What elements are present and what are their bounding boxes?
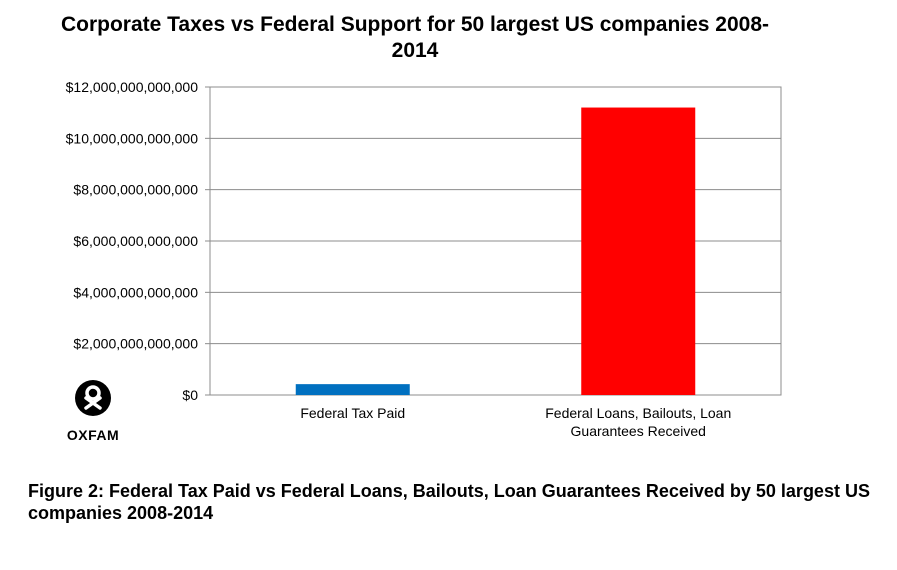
y-tick-label: $2,000,000,000,000: [73, 336, 198, 352]
bar: [295, 384, 410, 395]
bar: [581, 107, 696, 396]
x-tick-label: Federal Loans, Bailouts, Loan Guarantees …: [545, 405, 731, 439]
chart-title: Corporate Taxes vs Federal Support for 5…: [60, 13, 770, 62]
gridlines: [210, 86, 781, 396]
y-tick-label: $0: [182, 387, 198, 403]
x-axis: Federal Tax Paid Federal Loans, Bailouts,…: [300, 405, 731, 439]
y-tick-label: $10,000,000,000,000: [66, 130, 199, 146]
y-tick-label: $12,000,000,000,000: [66, 79, 199, 95]
oxfam-logo-text: OXFAM: [66, 427, 120, 443]
bar-chart: $0 $2,000,000,000,000 $4,000,000,000,000 $6…: [66, 79, 782, 439]
y-axis: $0 $2,000,000,000,000 $4,000,000,000,000 $6…: [66, 79, 210, 403]
oxfam-logo: OXFAM: [66, 378, 120, 443]
bars: [295, 107, 696, 396]
y-tick-label: $8,000,000,000,000: [73, 182, 198, 198]
oxfam-logo-icon: [75, 380, 111, 416]
figure-caption: Figure 2: Federal Tax Paid vs Federal Lo…: [28, 481, 870, 523]
x-tick-label: Federal Tax Paid: [300, 405, 405, 421]
y-tick-label: $6,000,000,000,000: [73, 233, 198, 249]
y-tick-label: $4,000,000,000,000: [73, 284, 198, 300]
